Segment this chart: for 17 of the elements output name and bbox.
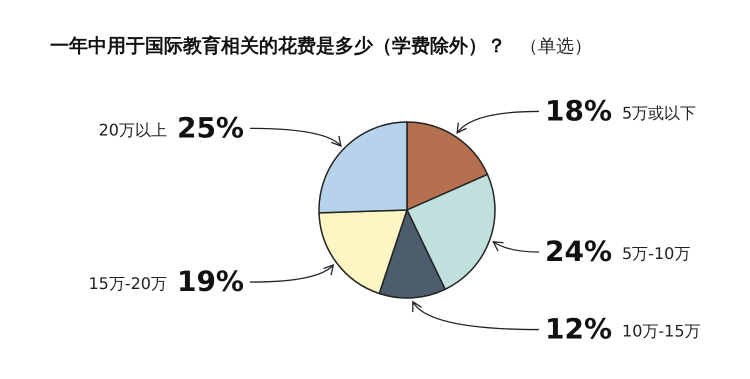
chart-subtitle: （单选） (520, 36, 592, 57)
data-label: 24% (545, 235, 612, 268)
data-label: 18% (545, 94, 612, 128)
data-label: 19% (176, 265, 244, 298)
pie-slice (406, 174, 496, 290)
pie-slice (406, 121, 488, 211)
pie-slice (378, 209, 446, 299)
pie-slice (318, 209, 408, 294)
slice-label: 5万-10万 (622, 244, 690, 264)
slice-label: 20万以上 (98, 120, 167, 140)
data-label: 25% (176, 111, 244, 144)
slice-label: 15万-20万 (88, 274, 167, 294)
chart-title: 一年中用于国际教育相关的花费是多少（学费除外）？ (50, 35, 506, 57)
data-label: 12% (545, 312, 612, 346)
slice-label: 10万-15万 (622, 322, 701, 341)
pie-slice (318, 121, 408, 214)
slice-label: 5万或以下 (622, 103, 696, 122)
